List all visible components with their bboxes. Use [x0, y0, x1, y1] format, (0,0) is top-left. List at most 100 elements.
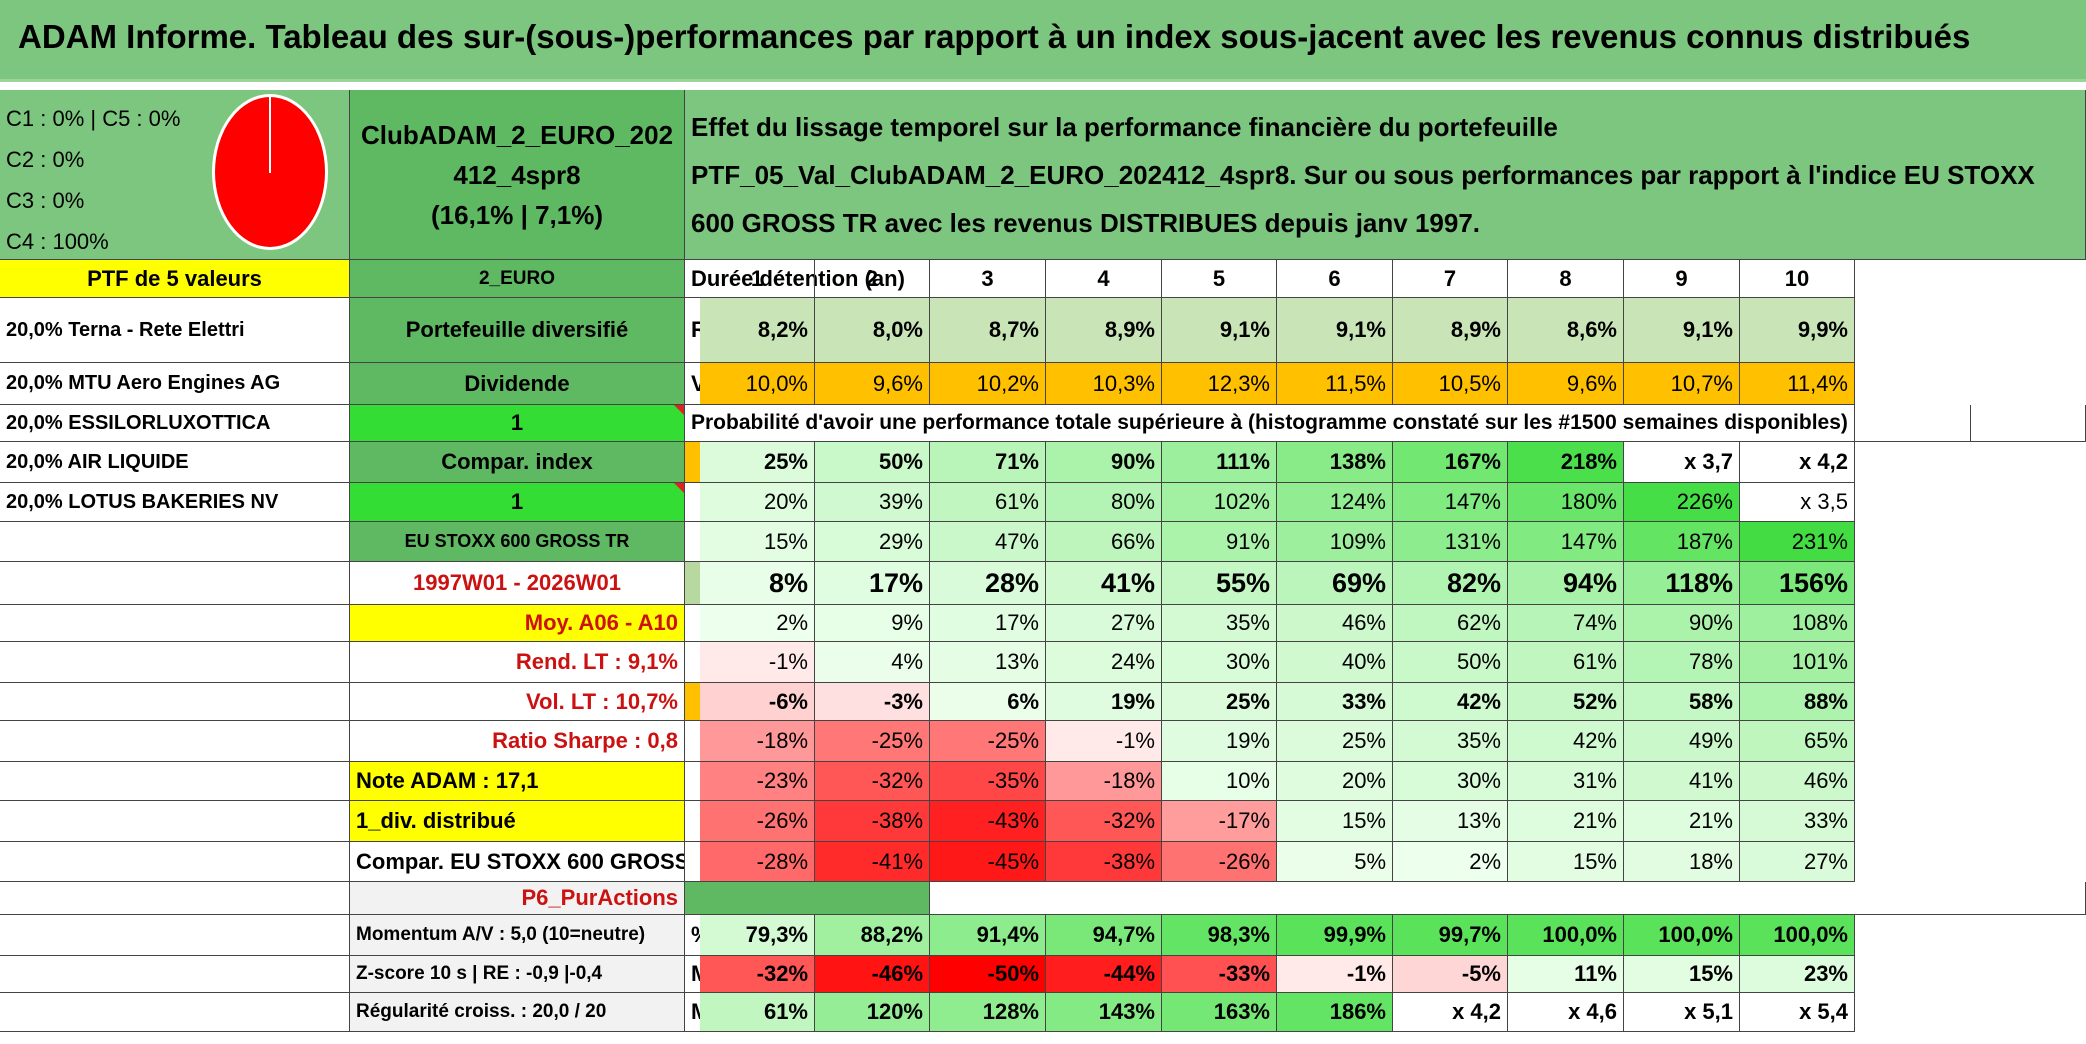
- empty-left-12[interactable]: [0, 762, 350, 801]
- portfolio-name-cell[interactable]: ClubADAM_2_EURO_202412_4spr8 (16,1% | 7,…: [350, 90, 685, 260]
- quantile-value[interactable]: 102%: [1162, 483, 1277, 522]
- quantile-value[interactable]: x 4,2: [1740, 442, 1855, 483]
- quantile-value[interactable]: 49%: [1624, 721, 1740, 762]
- quantile-value[interactable]: 62%: [1393, 605, 1508, 642]
- quantile-value[interactable]: 30%: [1393, 762, 1508, 801]
- quantile-value[interactable]: -38%: [1046, 842, 1162, 882]
- quantile-value[interactable]: 124%: [1277, 483, 1393, 522]
- quantile-value[interactable]: 80%: [1046, 483, 1162, 522]
- vol-value[interactable]: 12,3%: [1162, 363, 1277, 405]
- side-currency[interactable]: 2_EURO: [350, 260, 685, 298]
- pos-value[interactable]: 79,3%: [700, 915, 815, 956]
- quantile-value[interactable]: 25%: [1277, 721, 1393, 762]
- quantile-value[interactable]: -18%: [700, 721, 815, 762]
- quantile-value[interactable]: -1%: [700, 642, 815, 683]
- pos-value[interactable]: 91,4%: [930, 915, 1046, 956]
- side-vol-lt[interactable]: Vol. LT : 10,7%: [350, 683, 685, 721]
- quantile-value[interactable]: -26%: [1162, 842, 1277, 882]
- quantile-value[interactable]: 47%: [930, 522, 1046, 562]
- rend-value[interactable]: 9,1%: [1624, 298, 1740, 363]
- quantile-value[interactable]: -3%: [815, 683, 930, 721]
- quantile-value[interactable]: 25%: [1162, 683, 1277, 721]
- quantile-value[interactable]: 30%: [1162, 642, 1277, 683]
- quantile-value[interactable]: 226%: [1624, 483, 1740, 522]
- year-header-2[interactable]: 2: [815, 260, 930, 298]
- pos-value[interactable]: 99,9%: [1277, 915, 1393, 956]
- vol-value[interactable]: 11,5%: [1277, 363, 1393, 405]
- min-value[interactable]: -5%: [1393, 956, 1508, 993]
- prob-header-empty-2[interactable]: [1971, 405, 2086, 442]
- empty-left-8[interactable]: [0, 605, 350, 642]
- holding-2[interactable]: 20,0% MTU Aero Engines AG: [0, 363, 350, 405]
- quantile-value[interactable]: -1%: [1046, 721, 1162, 762]
- pos-value[interactable]: 98,3%: [1162, 915, 1277, 956]
- min-value[interactable]: -44%: [1046, 956, 1162, 993]
- quantile-value[interactable]: 19%: [1162, 721, 1277, 762]
- side-dividend-label[interactable]: Dividende: [350, 363, 685, 405]
- quantile-value[interactable]: 15%: [1277, 801, 1393, 842]
- quantile-value[interactable]: 88%: [1740, 683, 1855, 721]
- year-header-5[interactable]: 5: [1162, 260, 1277, 298]
- quantile-value[interactable]: 90%: [1624, 605, 1740, 642]
- quantile-value[interactable]: 108%: [1740, 605, 1855, 642]
- rend-value[interactable]: 8,0%: [815, 298, 930, 363]
- quantile-value[interactable]: 13%: [1393, 801, 1508, 842]
- quantile-value[interactable]: 42%: [1393, 683, 1508, 721]
- quantile-value[interactable]: 15%: [1508, 842, 1624, 882]
- rend-value[interactable]: 9,9%: [1740, 298, 1855, 363]
- side-compar-value[interactable]: 1: [350, 483, 685, 522]
- max-value[interactable]: 143%: [1046, 993, 1162, 1032]
- quantile-value[interactable]: 19%: [1046, 683, 1162, 721]
- rend-value[interactable]: 8,2%: [700, 298, 815, 363]
- quantile-value[interactable]: 10%: [1162, 762, 1277, 801]
- quantile-value[interactable]: -23%: [700, 762, 815, 801]
- empty-left-9[interactable]: [0, 642, 350, 683]
- year-header-9[interactable]: 9: [1624, 260, 1740, 298]
- quantile-value[interactable]: 94%: [1508, 562, 1624, 605]
- min-value[interactable]: 15%: [1624, 956, 1740, 993]
- side-period[interactable]: 1997W01 - 2026W01: [350, 562, 685, 605]
- quantile-value[interactable]: -26%: [700, 801, 815, 842]
- ptf-header-cell[interactable]: PTF de 5 valeurs: [0, 260, 350, 298]
- quantile-value[interactable]: 2%: [1393, 842, 1508, 882]
- quantile-value[interactable]: 17%: [930, 605, 1046, 642]
- quantile-value[interactable]: -38%: [815, 801, 930, 842]
- p6-spacer[interactable]: [685, 882, 930, 915]
- quantile-value[interactable]: 13%: [930, 642, 1046, 683]
- quantile-value[interactable]: 111%: [1162, 442, 1277, 483]
- side-zscore[interactable]: Z-score 10 s | RE : -0,9 |-0,4: [350, 956, 685, 993]
- rend-value[interactable]: 8,9%: [1393, 298, 1508, 363]
- probability-header[interactable]: Probabilité d'avoir une performance tota…: [685, 405, 1855, 442]
- description-cell[interactable]: Effet du lissage temporel sur la perform…: [685, 90, 2086, 260]
- quantile-value[interactable]: 118%: [1624, 562, 1740, 605]
- quantile-value[interactable]: 180%: [1508, 483, 1624, 522]
- max-value[interactable]: 163%: [1162, 993, 1277, 1032]
- min-value[interactable]: -46%: [815, 956, 930, 993]
- prob-header-empty-1[interactable]: [1855, 405, 1971, 442]
- quantile-value[interactable]: 9%: [815, 605, 930, 642]
- empty-left-16[interactable]: [0, 915, 350, 956]
- min-value[interactable]: -32%: [700, 956, 815, 993]
- empty-left-13[interactable]: [0, 801, 350, 842]
- side-type[interactable]: Portefeuille diversifié: [350, 298, 685, 363]
- quantile-value[interactable]: 218%: [1508, 442, 1624, 483]
- quantile-value[interactable]: 4%: [815, 642, 930, 683]
- quantile-value[interactable]: -41%: [815, 842, 930, 882]
- vol-value[interactable]: 9,6%: [1508, 363, 1624, 405]
- max-value[interactable]: 61%: [700, 993, 815, 1032]
- quantile-value[interactable]: -25%: [930, 721, 1046, 762]
- quantile-value[interactable]: 41%: [1624, 762, 1740, 801]
- quantile-value[interactable]: 78%: [1624, 642, 1740, 683]
- empty-left-18[interactable]: [0, 993, 350, 1032]
- year-header-7[interactable]: 7: [1393, 260, 1508, 298]
- quantile-value[interactable]: -32%: [1046, 801, 1162, 842]
- quantile-value[interactable]: 25%: [700, 442, 815, 483]
- side-regularite[interactable]: Régularité croiss. : 20,0 / 20: [350, 993, 685, 1032]
- quantile-value[interactable]: 147%: [1393, 483, 1508, 522]
- quantile-value[interactable]: -35%: [930, 762, 1046, 801]
- vol-value[interactable]: 11,4%: [1740, 363, 1855, 405]
- vol-value[interactable]: 10,3%: [1046, 363, 1162, 405]
- vol-value[interactable]: 10,5%: [1393, 363, 1508, 405]
- quantile-value[interactable]: 101%: [1740, 642, 1855, 683]
- year-header-6[interactable]: 6: [1277, 260, 1393, 298]
